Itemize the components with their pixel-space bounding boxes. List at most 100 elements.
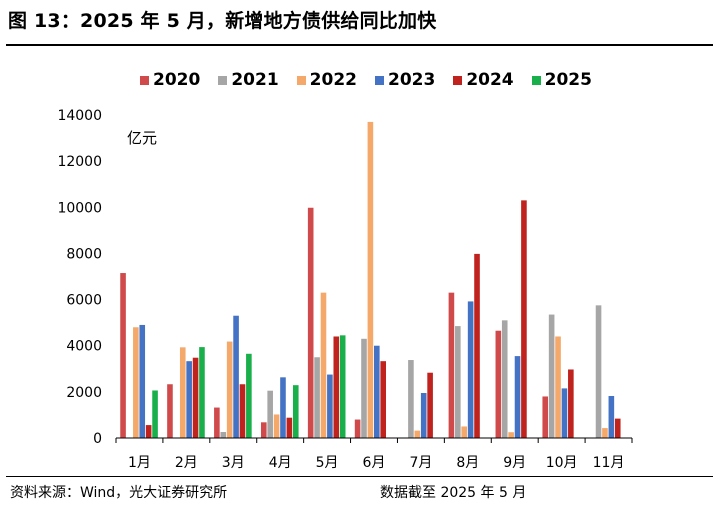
legend-item-2022: 2022 [296,70,357,90]
legend-label-2022: 2022 [309,70,357,90]
y-tick-label: 6000 [66,293,102,309]
bar-2024-11 [614,418,621,438]
legend-label-2024: 2024 [466,70,514,90]
bar-2021-10 [548,314,555,438]
bar-2020-1 [120,273,126,438]
bar-2020-5 [307,207,314,438]
legend-swatch-2021 [218,75,228,85]
bar-2024-6 [380,361,386,438]
bar-2023-8 [467,301,474,438]
footer-divider [6,476,713,477]
legend-label-2021: 2021 [231,70,279,90]
bar-2020-3 [214,407,220,438]
bar-2024-2 [192,357,199,438]
x-tick-label: 7月 [409,455,432,471]
x-tick-label: 5月 [316,455,339,471]
legend-label-2020: 2020 [153,70,201,90]
bar-2024-1 [145,425,152,438]
y-tick-label: 2000 [66,385,102,401]
chart-legend: 2020 2021 2022 2023 2024 2025 [140,70,610,90]
legend-swatch-2022 [296,75,306,85]
legend-swatch-2025 [531,75,541,85]
bar-2023-4 [280,377,286,438]
bar-2022-7 [414,430,421,438]
x-tick-label: 6月 [363,455,386,471]
bar-2023-11 [608,396,615,438]
bar-2020-8 [448,292,455,438]
bar-2024-4 [286,417,293,438]
bar-2021-4 [267,390,273,438]
bar-2022-3 [226,341,233,438]
bar-2021-6 [361,338,367,438]
bar-2021-5 [314,357,320,438]
x-tick-label: 1月 [128,455,151,471]
legend-swatch-2020 [140,75,149,85]
bar-2024-9 [521,200,527,438]
bar-2024-3 [239,384,246,438]
y-axis-unit: 亿元 [127,129,157,147]
bar-2022-5 [320,292,327,438]
bar-2023-5 [327,374,333,438]
y-tick-label: 8000 [66,246,102,262]
bar-2023-10 [561,388,568,438]
title-divider [6,44,713,46]
legend-item-2024: 2024 [453,70,514,90]
bar-2024-7 [427,372,433,438]
x-tick-label: 10月 [546,455,578,471]
bar-2022-6 [367,121,374,439]
page-title: 图 13：2025 年 5 月，新增地方债供给同比加快 [8,10,437,32]
y-tick-label: 10000 [57,200,102,216]
legend-item-2020: 2020 [140,70,200,90]
bar-2020-4 [260,422,267,438]
bar-2020-9 [495,330,502,438]
bar-2025-2 [199,347,205,438]
x-tick-label: 3月 [222,455,245,471]
bar-2022-11 [602,428,608,438]
legend-swatch-2023 [374,75,384,85]
bar-2020-6 [354,419,361,438]
footer-date: 数据截至 2025 年 5 月 [380,485,527,501]
legend-item-2021: 2021 [218,70,279,90]
x-tick-label: 11月 [593,455,625,471]
y-tick-label: 14000 [57,108,102,124]
y-tick-label: 12000 [57,154,102,170]
bar-2022-8 [461,426,468,438]
footer-source: 资料来源：Wind，光大证券研究所 [10,485,228,501]
x-tick-label: 8月 [456,455,479,471]
bar-2024-5 [333,336,340,438]
bar-2022-9 [508,432,514,438]
bar-2020-2 [167,384,173,438]
bar-2021-3 [220,432,227,438]
bar-2025-4 [292,385,299,438]
bar-2022-2 [179,347,186,438]
bar-2022-10 [555,336,561,438]
x-tick-label: 2月 [175,455,198,471]
y-tick-label: 4000 [66,339,102,355]
bar-2021-8 [455,326,461,438]
bar-2021-7 [408,360,414,438]
bar-2024-10 [568,369,574,438]
y-tick-label: 0 [93,431,102,447]
x-tick-label: 4月 [269,455,292,471]
bar-2023-7 [420,393,427,438]
bar-2021-9 [501,320,508,438]
legend-label-2023: 2023 [387,70,436,90]
bar-2023-6 [374,345,380,438]
legend-item-2025: 2025 [531,70,592,90]
bar-2021-11 [595,305,602,438]
bar-2025-5 [339,335,346,438]
bar-2024-8 [474,253,480,438]
bar-2025-1 [152,390,158,438]
bar-2023-9 [514,356,521,438]
bar-2023-2 [186,361,192,438]
x-tick-label: 9月 [503,455,526,471]
bar-2020-10 [542,396,549,438]
legend-swatch-2024 [453,75,463,85]
bar-2022-1 [133,327,139,438]
bar-chart: 0 2000 4000 6000 8000 10000 12000 14000 亿元 1月 2月 3月… [57,108,633,471]
bar-2022-4 [273,414,280,438]
legend-item-2023: 2023 [374,70,436,90]
bar-2023-3 [233,315,239,438]
bar-2023-1 [139,324,146,438]
legend-label-2025: 2025 [544,70,592,90]
